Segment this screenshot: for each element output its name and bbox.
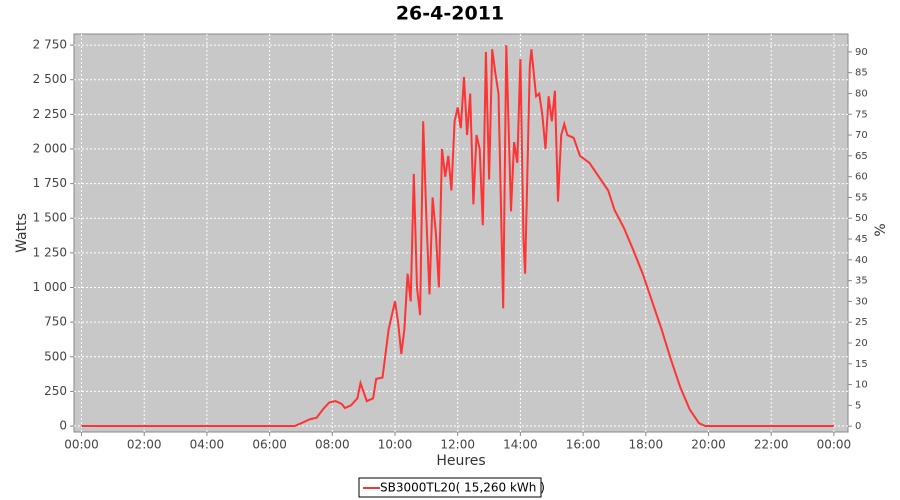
plot-area [73, 33, 849, 433]
y2-tick-label: 15 [855, 359, 868, 370]
x-tick-label: 20:00 [691, 438, 726, 452]
y2-tick-label: 85 [855, 68, 868, 79]
x-tick-label: 12:00 [440, 438, 475, 452]
y2-tick-label: 0 [855, 421, 861, 432]
x-tick-label: 06:00 [252, 438, 287, 452]
y2-tick-label: 90 [855, 47, 868, 58]
y-tick-label: 1 250 [33, 245, 67, 259]
y-tick-label: 1 750 [33, 176, 67, 190]
x-tick-label: 10:00 [378, 438, 413, 452]
x-axis-label: Heures [436, 453, 485, 469]
legend-label: SB3000TL20( 15,260 kWh ) [380, 481, 545, 495]
y2-tick-label: 5 [855, 400, 861, 411]
y-tick-label: 500 [44, 349, 67, 363]
y2-tick-label: 75 [855, 109, 868, 120]
chart-title: 26-4-2011 [396, 3, 504, 25]
x-tick-label: 14:00 [503, 438, 538, 452]
y-tick-label: 1 500 [33, 211, 67, 225]
y2-tick-label: 10 [855, 380, 868, 391]
y-tick-label: 2 750 [33, 38, 67, 52]
y2-tick-label: 25 [855, 317, 868, 328]
y-tick-label: 2 000 [33, 141, 67, 155]
y2-tick-label: 80 [855, 88, 868, 99]
y2-tick-label: 60 [855, 172, 868, 183]
y2-tick-label: 30 [855, 296, 868, 307]
y2-tick-label: 50 [855, 213, 868, 224]
x-tick-label: 18:00 [629, 438, 664, 452]
y-tick-label: 2 250 [33, 107, 67, 121]
y2-tick-label: 40 [855, 255, 868, 266]
legend-box [358, 477, 542, 498]
y-axis-label: Watts [14, 213, 30, 253]
series-line [81, 45, 834, 427]
y2-tick-label: 45 [855, 234, 868, 245]
x-tick-label: 08:00 [315, 438, 350, 452]
x-tick-label: 00:00 [64, 438, 99, 452]
y-tick-label: 1 000 [33, 280, 67, 294]
y2-tick-label: 70 [855, 130, 868, 141]
x-tick-label: 00:00 [817, 438, 852, 452]
y2-tick-label: 65 [855, 151, 868, 162]
y-tick-label: 250 [44, 384, 67, 398]
y2-tick-label: 20 [855, 338, 868, 349]
y2-axis-label: % [873, 223, 889, 236]
y2-tick-label: 55 [855, 192, 868, 203]
x-tick-label: 04:00 [190, 438, 225, 452]
y-tick-label: 0 [59, 419, 67, 433]
y2-tick-label: 35 [855, 276, 868, 287]
y-tick-label: 2 500 [33, 72, 67, 86]
x-tick-label: 02:00 [127, 438, 162, 452]
x-tick-label: 16:00 [566, 438, 601, 452]
x-tick-label: 22:00 [754, 438, 789, 452]
y-tick-label: 750 [44, 315, 67, 329]
